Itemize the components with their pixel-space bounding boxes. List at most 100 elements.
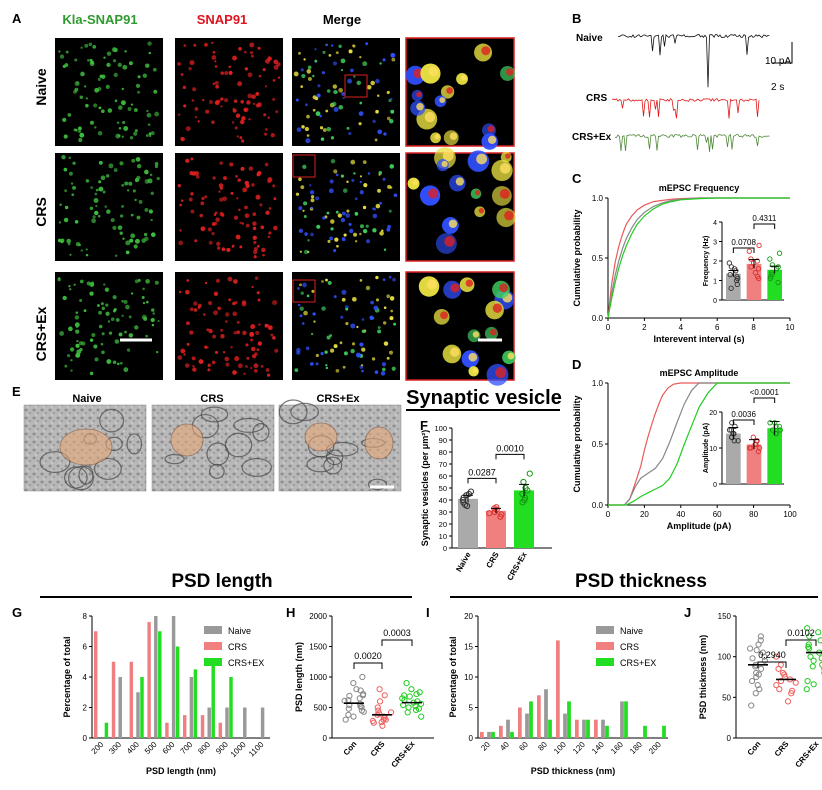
- micro-cell: [141, 296, 145, 299]
- micro-cell: [365, 285, 371, 291]
- micro-cell: [252, 212, 257, 216]
- hist-bar: [229, 677, 233, 738]
- data-point: [781, 671, 788, 678]
- micro-cell: [186, 279, 190, 282]
- micro-cell: [146, 109, 149, 113]
- micro-cell: [322, 128, 327, 132]
- micro-cell: [377, 129, 383, 135]
- inset-point: [773, 430, 779, 437]
- micro-cell: [85, 103, 89, 108]
- x-tick-label: 6: [715, 323, 720, 332]
- x-tick-label: 120: [571, 740, 587, 756]
- hist-bar: [620, 701, 624, 738]
- micro-cell: [233, 215, 239, 220]
- hist-bar: [218, 722, 223, 738]
- micro-cell: [100, 302, 104, 306]
- micro-cell: [388, 350, 393, 355]
- micro-cell: [218, 190, 221, 193]
- micro-cell: [244, 213, 250, 219]
- micro-cell: [81, 341, 86, 346]
- micro-cell: [234, 126, 238, 130]
- micro-cell: [301, 125, 305, 129]
- x-tick-label: 100: [552, 740, 568, 756]
- hist-bar: [662, 725, 666, 738]
- data-point: [753, 647, 760, 654]
- micro-cell: [341, 237, 346, 242]
- micro-cell: [188, 197, 193, 202]
- micro-cell: [105, 303, 109, 307]
- legend-label: CRS: [620, 642, 639, 652]
- micro-cell: [136, 164, 142, 169]
- data-point: [465, 490, 473, 498]
- micro-cell: [326, 335, 331, 340]
- micro-cell: [267, 116, 270, 119]
- x-tick-label: Con: [342, 739, 359, 757]
- data-point: [805, 643, 812, 651]
- micro-cell: [74, 220, 79, 224]
- micro-cell: [352, 44, 356, 48]
- micro-cell: [229, 162, 234, 167]
- micro-cell: [303, 58, 306, 61]
- micro-cell: [330, 136, 335, 140]
- y-tick-label: 1.0: [592, 379, 604, 388]
- micro-cell: [350, 68, 354, 73]
- micro-cell: [179, 203, 182, 207]
- micro-cell: [247, 93, 253, 99]
- micro-cell: [319, 126, 324, 130]
- micro-cell: [60, 238, 65, 243]
- micro-cell: [243, 372, 246, 376]
- micro-cell: [101, 109, 105, 114]
- micro-cell: [186, 321, 190, 326]
- micro-cell: [134, 198, 137, 202]
- micro-cell: [104, 287, 110, 292]
- micro-cell: [122, 237, 125, 240]
- micro-cell: [359, 181, 362, 184]
- synapse-highlight: [170, 423, 204, 457]
- micro-cell: [258, 74, 262, 78]
- micro-cell: [94, 126, 97, 129]
- micro-cell: [183, 353, 186, 356]
- data-point: [755, 671, 762, 678]
- micro-cell: [137, 75, 141, 79]
- inset-point: [754, 258, 761, 264]
- micro-cell: [242, 330, 247, 336]
- micro-cell: [389, 164, 395, 169]
- micro-cell-highlight: [499, 283, 509, 293]
- micro-cell: [80, 249, 83, 252]
- micro-cell: [214, 100, 220, 106]
- em-membrane: [39, 451, 71, 474]
- data-point: [382, 716, 389, 723]
- micro-cell: [359, 175, 363, 178]
- micro-cell: [265, 210, 270, 215]
- x-tick-label: CRS+Ex: [505, 550, 529, 582]
- x-tick-label: CRS: [369, 739, 387, 758]
- micro-cell: [379, 62, 382, 65]
- synapse-highlight: [364, 426, 394, 460]
- micro-cell: [296, 127, 302, 132]
- inset-bar: [726, 433, 741, 484]
- micro-cell: [150, 131, 155, 136]
- micro-cell: [393, 322, 396, 326]
- micro-cell: [64, 205, 69, 210]
- legend-label: CRS+EX: [620, 658, 656, 668]
- y-tick-label: 8: [83, 612, 88, 621]
- micro-cell: [68, 285, 71, 288]
- micro-cell: [125, 240, 131, 246]
- micro-cell: [369, 315, 374, 320]
- micro-cell: [80, 71, 85, 77]
- micro-cell: [61, 154, 66, 160]
- y-tick-label: 1000: [309, 673, 327, 682]
- micro-cell: [97, 304, 100, 307]
- micro-cell-highlight: [499, 162, 511, 174]
- em-membrane: [224, 432, 253, 458]
- x-tick-label: 180: [628, 740, 644, 756]
- micro-cell: [177, 355, 183, 360]
- sig-bracket: [732, 419, 755, 425]
- micro-cell: [343, 233, 347, 237]
- micro-cell: [135, 83, 141, 88]
- micro-cell: [256, 291, 260, 295]
- micro-cell: [107, 108, 113, 113]
- inset-bar: [767, 269, 782, 300]
- x-tick-label: 80: [749, 510, 758, 519]
- micro-cell: [98, 160, 103, 165]
